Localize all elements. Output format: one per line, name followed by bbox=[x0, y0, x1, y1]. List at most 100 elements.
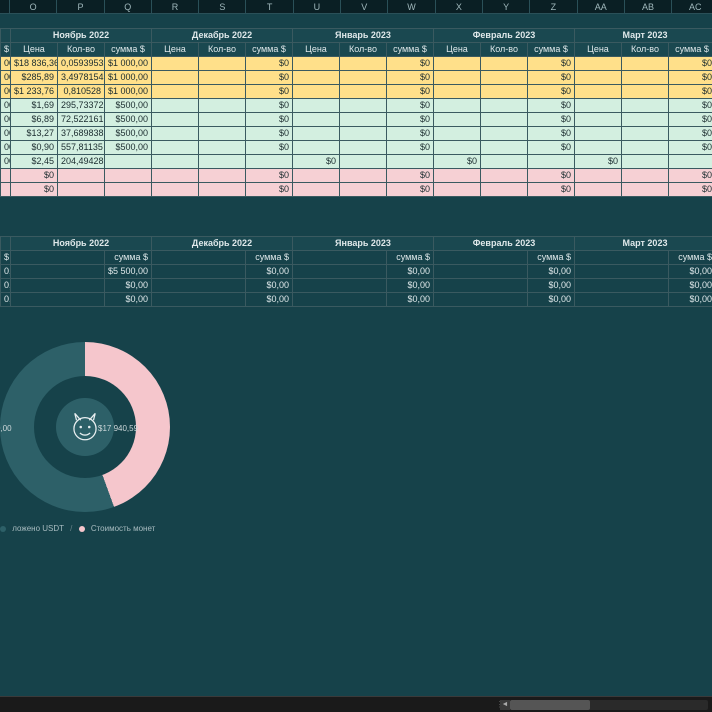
column-header[interactable]: Y bbox=[483, 0, 530, 13]
cell[interactable]: $0 bbox=[387, 56, 434, 70]
cell[interactable]: $0 bbox=[669, 98, 712, 112]
cell[interactable] bbox=[622, 112, 669, 126]
sub-header[interactable]: Цена bbox=[434, 42, 481, 56]
cell[interactable] bbox=[669, 154, 712, 168]
cell[interactable] bbox=[340, 112, 387, 126]
cell[interactable] bbox=[340, 126, 387, 140]
cell[interactable]: $0 bbox=[246, 140, 293, 154]
cell[interactable] bbox=[340, 98, 387, 112]
cell[interactable]: $0 bbox=[528, 126, 575, 140]
column-header[interactable]: X bbox=[436, 0, 483, 13]
month-header[interactable]: Ноябрь 2022 bbox=[11, 236, 152, 250]
cell[interactable] bbox=[340, 168, 387, 182]
grid-area[interactable]: Ноябрь 2022Декабрь 2022Январь 2023Феврал… bbox=[0, 14, 712, 307]
cell[interactable]: 00 bbox=[1, 84, 11, 98]
sub-header[interactable]: Кол-во bbox=[340, 42, 387, 56]
cell[interactable] bbox=[575, 168, 622, 182]
cell[interactable]: $1 000,00 bbox=[105, 56, 152, 70]
cell[interactable] bbox=[293, 56, 340, 70]
month-header[interactable]: Декабрь 2022 bbox=[152, 28, 293, 42]
sub-header[interactable]: Цена bbox=[575, 42, 622, 56]
sub-header[interactable]: Кол-во bbox=[58, 42, 105, 56]
cell[interactable] bbox=[293, 126, 340, 140]
cell[interactable] bbox=[58, 182, 105, 196]
cell[interactable] bbox=[152, 112, 199, 126]
cell[interactable]: $0 bbox=[528, 140, 575, 154]
cell[interactable] bbox=[575, 292, 669, 306]
cell[interactable] bbox=[199, 56, 246, 70]
cell[interactable]: 00 bbox=[1, 112, 11, 126]
cell[interactable] bbox=[481, 84, 528, 98]
cell[interactable]: $18 836,36 bbox=[11, 56, 58, 70]
cell[interactable]: 0,00 bbox=[1, 292, 11, 306]
cell[interactable] bbox=[152, 70, 199, 84]
cell[interactable] bbox=[11, 278, 105, 292]
cell[interactable]: $0 bbox=[293, 154, 340, 168]
cell[interactable] bbox=[434, 168, 481, 182]
cell[interactable] bbox=[575, 250, 669, 264]
cell[interactable] bbox=[340, 70, 387, 84]
column-header[interactable]: AB bbox=[625, 0, 672, 13]
cell[interactable]: $0 bbox=[669, 140, 712, 154]
sum-label[interactable]: сумма $ bbox=[669, 250, 712, 264]
cell[interactable] bbox=[481, 126, 528, 140]
cell[interactable]: $0 bbox=[575, 154, 622, 168]
cell[interactable] bbox=[293, 250, 387, 264]
column-header[interactable]: T bbox=[246, 0, 293, 13]
sub-header[interactable]: сумма $ bbox=[528, 42, 575, 56]
month-header[interactable]: Декабрь 2022 bbox=[152, 236, 293, 250]
cell[interactable] bbox=[340, 140, 387, 154]
cell[interactable] bbox=[434, 84, 481, 98]
sub-header[interactable]: Кол-во bbox=[481, 42, 528, 56]
scrollbar-horizontal[interactable] bbox=[510, 700, 708, 710]
cell[interactable] bbox=[622, 56, 669, 70]
cell[interactable] bbox=[340, 154, 387, 168]
cell[interactable]: $0,00 bbox=[105, 292, 152, 306]
cell[interactable]: 00 bbox=[1, 140, 11, 154]
cell[interactable]: $0 bbox=[528, 168, 575, 182]
cell[interactable] bbox=[152, 154, 199, 168]
cell[interactable] bbox=[199, 168, 246, 182]
cell[interactable]: $2,45 bbox=[11, 154, 58, 168]
sub-header[interactable]: Кол-во bbox=[199, 42, 246, 56]
cell[interactable]: $500,00 bbox=[105, 112, 152, 126]
cell[interactable] bbox=[434, 70, 481, 84]
cell[interactable] bbox=[11, 292, 105, 306]
sub-header[interactable]: Цена bbox=[152, 42, 199, 56]
cell[interactable]: $1,69 bbox=[11, 98, 58, 112]
cell[interactable]: $0,00 bbox=[669, 292, 712, 306]
cell[interactable]: 0,00 bbox=[1, 264, 11, 278]
cell[interactable]: $0,00 bbox=[669, 264, 712, 278]
cell[interactable] bbox=[152, 98, 199, 112]
cell[interactable]: $0 bbox=[246, 182, 293, 196]
column-header[interactable]: AA bbox=[578, 0, 625, 13]
cell[interactable] bbox=[575, 264, 669, 278]
cell[interactable]: $0 bbox=[11, 168, 58, 182]
cell[interactable]: $0,00 bbox=[528, 264, 575, 278]
data-table[interactable]: Ноябрь 2022Декабрь 2022Январь 2023Феврал… bbox=[0, 14, 712, 307]
cell[interactable]: $ bbox=[1, 42, 11, 56]
cell[interactable] bbox=[11, 250, 105, 264]
cell[interactable]: $1 233,76 bbox=[11, 84, 58, 98]
cell[interactable]: 00 bbox=[1, 154, 11, 168]
cell[interactable]: $0 bbox=[669, 126, 712, 140]
cell[interactable] bbox=[199, 154, 246, 168]
sub-header[interactable]: сумма $ bbox=[387, 42, 434, 56]
cell[interactable]: $0 bbox=[669, 84, 712, 98]
cell[interactable] bbox=[152, 56, 199, 70]
cell[interactable] bbox=[434, 98, 481, 112]
cell[interactable]: 295,73372 bbox=[58, 98, 105, 112]
cell[interactable] bbox=[622, 98, 669, 112]
column-header[interactable]: AC bbox=[672, 0, 712, 13]
cell[interactable] bbox=[246, 154, 293, 168]
cell[interactable] bbox=[434, 292, 528, 306]
cell[interactable] bbox=[105, 182, 152, 196]
cell[interactable] bbox=[105, 168, 152, 182]
cell[interactable]: 00 bbox=[1, 56, 11, 70]
cell[interactable]: $0 bbox=[11, 182, 58, 196]
cell[interactable]: 557,81135 bbox=[58, 140, 105, 154]
cell[interactable] bbox=[340, 182, 387, 196]
cell[interactable] bbox=[152, 278, 246, 292]
cell[interactable] bbox=[575, 70, 622, 84]
cell[interactable] bbox=[293, 84, 340, 98]
